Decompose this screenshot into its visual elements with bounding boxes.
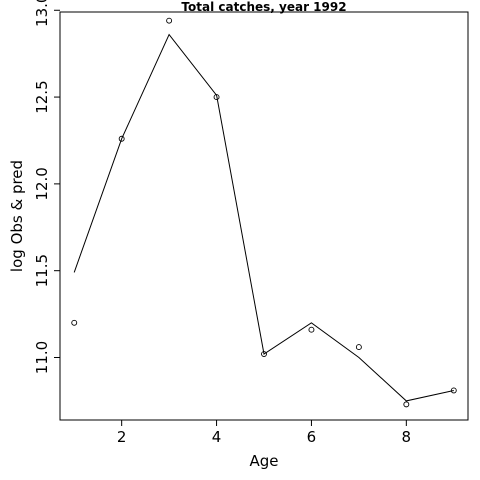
observed-point-1 bbox=[71, 319, 78, 326]
observed-point-6 bbox=[308, 326, 315, 333]
y-axis: 11.0 11.5 12.0 12.5 13.0 bbox=[33, 0, 60, 374]
y-tick-label-0: 11.0 bbox=[33, 341, 51, 374]
y-tick-label-3: 12.5 bbox=[33, 80, 51, 113]
y-tick-label-2: 12.0 bbox=[33, 167, 51, 200]
x-tick-label-8: 8 bbox=[402, 428, 412, 446]
series-layer bbox=[71, 17, 457, 408]
x-axis-label: Age bbox=[249, 452, 278, 470]
x-tick-label-2: 2 bbox=[117, 428, 127, 446]
observed-point-2 bbox=[118, 135, 125, 142]
observed-point-8 bbox=[403, 401, 410, 408]
x-axis: 2 4 6 8 bbox=[117, 420, 411, 446]
y-tick-label-4: 13.0 bbox=[33, 0, 51, 27]
plot-frame bbox=[59, 11, 469, 421]
x-tick-label-4: 4 bbox=[212, 428, 222, 446]
x-tick-label-6: 6 bbox=[307, 428, 317, 446]
y-axis-label: log Obs & pred bbox=[8, 160, 26, 272]
predicted-line bbox=[73, 33, 454, 402]
observed-point-9 bbox=[450, 387, 457, 394]
observed-point-7 bbox=[355, 344, 362, 351]
y-tick-label-1: 11.5 bbox=[33, 254, 51, 287]
observed-point-3 bbox=[166, 17, 173, 24]
chart-title: Total catches, year 1992 bbox=[181, 0, 346, 14]
